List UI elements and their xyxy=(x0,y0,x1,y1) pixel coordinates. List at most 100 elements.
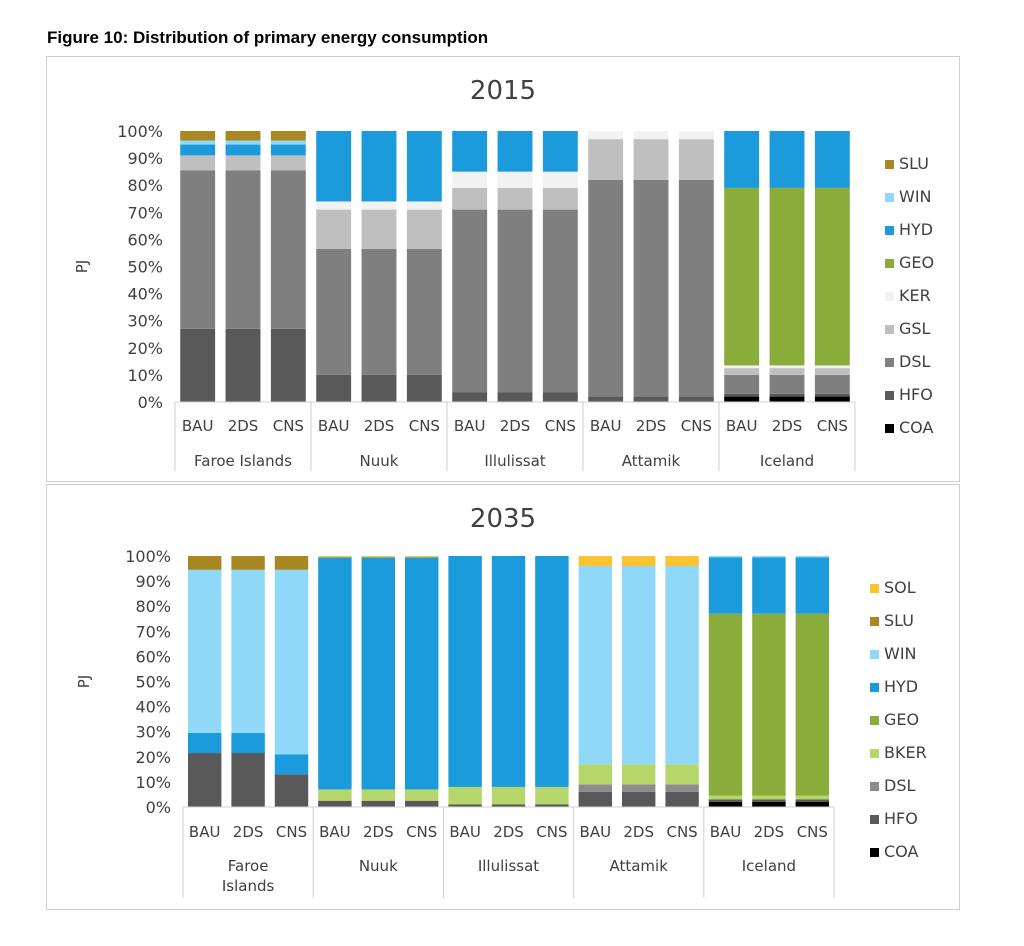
bar-segment-faroe-islands-cns-slu xyxy=(270,131,306,141)
bar-segment-attamik-2ds-win xyxy=(621,566,656,765)
legend-swatch-ker xyxy=(885,292,894,301)
bar-segment-faroe-islands-cns-hfo xyxy=(270,328,306,402)
bar-segment-iceland-cns-geo xyxy=(814,187,850,366)
bar-segment-nuuk-2ds-hyd xyxy=(361,557,396,790)
legend-swatch-dsl xyxy=(885,358,894,367)
x-category-label: BAU xyxy=(580,823,612,841)
bar-segment-iceland-bau-hyd xyxy=(724,131,760,188)
y-tick-label: 10% xyxy=(135,773,171,792)
bar-segment-illulissat-2ds-hfo xyxy=(497,392,533,402)
bar-segment-attamik-bau-ker xyxy=(588,131,624,140)
bar-segment-illulissat-2ds-hyd xyxy=(491,556,526,787)
y-tick-label: 10% xyxy=(127,366,163,385)
legend-label-coa: COA xyxy=(899,418,933,437)
x-category-label: CNS xyxy=(681,417,712,435)
x-category-label: BAU xyxy=(454,417,486,435)
bar-segment-nuuk-bau-ker xyxy=(316,201,352,210)
bar-segment-nuuk-2ds-hfo xyxy=(361,374,397,402)
bar-segment-iceland-cns-bker xyxy=(795,795,830,800)
legend-swatch-slu xyxy=(870,617,879,626)
bar-segment-illulissat-bau-hfo xyxy=(448,804,482,807)
x-category-label: CNS xyxy=(666,823,697,841)
bar-segment-nuuk-cns-ker xyxy=(406,201,442,210)
bar-segment-illulissat-cns-hfo xyxy=(535,804,569,807)
x-group-label-attamik: Attamik xyxy=(622,452,681,470)
bar-segment-attamik-bau-hfo xyxy=(588,396,624,402)
bar-segment-nuuk-cns-dsl xyxy=(406,248,442,375)
bar-segment-illulissat-bau-dsl xyxy=(452,209,488,393)
bar-segment-illulissat-bau-bker xyxy=(448,786,482,805)
bar-segment-iceland-bau-win xyxy=(708,556,743,558)
bar-segment-illulissat-2ds-hyd xyxy=(497,131,533,172)
bar-segment-iceland-cns-hfo xyxy=(795,799,830,802)
bar-segment-attamik-bau-win xyxy=(578,566,613,765)
x-category-label: BAU xyxy=(189,823,221,841)
bar-segment-iceland-2ds-hyd xyxy=(769,131,805,188)
bar-segment-attamik-2ds-bker xyxy=(621,764,656,785)
y-tick-label: 90% xyxy=(135,572,171,591)
bar-segment-iceland-bau-hfo xyxy=(708,799,743,802)
bar-segment-faroe-islands-2ds-slu xyxy=(225,131,261,141)
y-tick-label: 40% xyxy=(127,285,163,304)
bar-segment-illulissat-cns-gsl xyxy=(542,187,578,210)
x-category-label: BAU xyxy=(590,417,622,435)
bar-segment-iceland-cns-win xyxy=(795,556,830,558)
bar-segment-illulissat-bau-hyd xyxy=(452,131,488,172)
bar-segment-attamik-bau-dsl xyxy=(588,179,624,397)
legend-label-slu: SLU xyxy=(884,611,914,630)
bar-segment-iceland-bau-geo xyxy=(708,613,743,796)
bar-segment-nuuk-2ds-ker xyxy=(361,201,397,210)
bar-segment-iceland-2ds-ker xyxy=(769,365,805,369)
bar-segment-attamik-bau-bker xyxy=(578,764,613,785)
bar-segment-attamik-2ds-hfo xyxy=(633,396,669,402)
bar-segment-attamik-cns-sol xyxy=(665,556,699,567)
bar-segment-illulissat-cns-hyd xyxy=(542,131,578,172)
x-category-label: 2DS xyxy=(754,823,785,841)
legend-label-win: WIN xyxy=(899,187,932,206)
bar-segment-iceland-bau-coa xyxy=(724,396,760,402)
x-category-label: 2DS xyxy=(363,823,394,841)
x-category-label: CNS xyxy=(797,823,828,841)
legend-label-sol: SOL xyxy=(884,578,916,597)
x-category-label: CNS xyxy=(545,417,576,435)
y-tick-label: 20% xyxy=(135,748,171,767)
legend-label-win: WIN xyxy=(884,644,917,663)
y-tick-label: 20% xyxy=(127,339,163,358)
legend-label-coa: COA xyxy=(884,842,918,861)
y-tick-label: 50% xyxy=(127,258,163,277)
chart-2015: 2015 PJ 0% 10% 20% 30% 40% 50% 60% 70% 80% 90% 100% B… xyxy=(73,76,934,471)
x-category-label: BAU xyxy=(710,823,742,841)
bar-segment-nuuk-2ds-bker xyxy=(361,789,396,801)
legend-swatch-coa xyxy=(870,848,879,857)
x-category-label: BAU xyxy=(726,417,758,435)
bar-segment-faroe-islands-2ds-gsl xyxy=(225,155,261,171)
bar-segment-iceland-bau-hfo xyxy=(724,393,760,397)
bar-segment-iceland-cns-dsl xyxy=(814,374,850,394)
x-group-label-faroe-islands: Islands xyxy=(222,877,275,895)
chart-title: 2035 xyxy=(470,504,536,534)
bar-segment-faroe-islands-cns-slu xyxy=(274,556,309,570)
bar-segment-iceland-2ds-coa xyxy=(752,801,786,807)
bar-segment-faroe-islands-cns-gsl xyxy=(270,155,306,171)
x-group-label-iceland: Iceland xyxy=(742,857,796,875)
x-category-label: 2DS xyxy=(623,823,654,841)
bar-segment-nuuk-bau-hfo xyxy=(318,800,352,807)
y-tick-label: 70% xyxy=(135,622,171,641)
bar-segment-iceland-bau-ker xyxy=(724,365,760,369)
bar-segment-faroe-islands-cns-win xyxy=(270,140,306,145)
y-tick-label: 90% xyxy=(127,149,163,168)
bar-segment-nuuk-bau-hyd xyxy=(318,557,352,790)
bar-segment-illulissat-bau-hyd xyxy=(448,556,482,787)
bar-segment-illulissat-2ds-ker xyxy=(497,171,533,188)
bar-segment-illulissat-bau-hfo xyxy=(452,392,488,402)
chart-2035: 2035 PJ 0% 10% 20% 30% 40% 50% 60% 70% 80% 90% 100% B… xyxy=(75,504,927,898)
y-tick-label: 80% xyxy=(135,597,171,616)
bar-segment-attamik-cns-hfo xyxy=(678,396,714,402)
bar-segment-nuuk-bau-hfo xyxy=(316,374,352,402)
bar-segment-iceland-2ds-dsl xyxy=(769,374,805,394)
bar-segment-iceland-2ds-coa xyxy=(769,396,805,402)
bar-segment-faroe-islands-cns-dsl xyxy=(270,170,306,329)
x-category-label: CNS xyxy=(536,823,567,841)
bar-segment-illulissat-cns-hyd xyxy=(535,556,569,787)
bar-segment-attamik-2ds-gsl xyxy=(633,139,669,180)
